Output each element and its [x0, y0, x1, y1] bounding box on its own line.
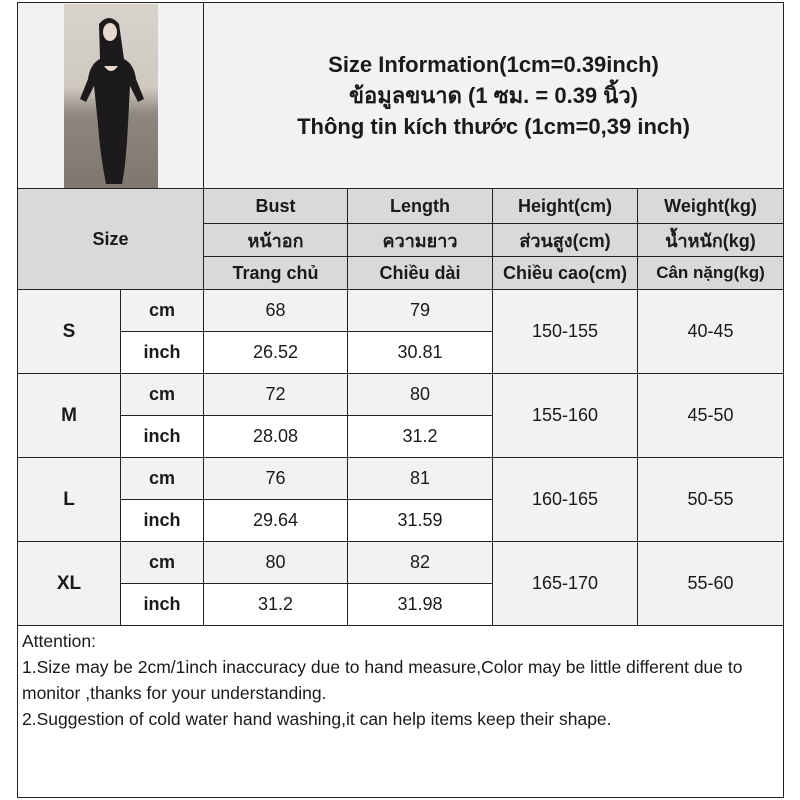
product-photo-cell: [17, 2, 204, 189]
size-label: L: [17, 457, 121, 542]
weight-range: 55-60: [637, 541, 784, 626]
header-height-th: ส่วนสูง(cm): [492, 223, 638, 257]
length-inch: 31.98: [347, 583, 493, 626]
header-weight-th: น้ำหนัก(kg): [637, 223, 784, 257]
title-vietnamese: Thông tin kích thước (1cm=0,39 inch): [297, 114, 690, 139]
unit-cm: cm: [120, 373, 204, 416]
unit-inch: inch: [120, 415, 204, 458]
bust-inch: 29.64: [203, 499, 348, 542]
height-range: 150-155: [492, 289, 638, 374]
unit-inch: inch: [120, 583, 204, 626]
length-inch: 31.59: [347, 499, 493, 542]
bust-inch: 31.2: [203, 583, 348, 626]
size-label: M: [17, 373, 121, 458]
table-row: L cm 76 81 160-165 50-55: [17, 457, 784, 542]
header-height-en: Height(cm): [492, 188, 638, 224]
table-row: inch 31.2 31.98: [18, 583, 784, 626]
table-row: inch 28.08 31.2: [18, 415, 784, 458]
header-length-th: ความยาว: [347, 223, 493, 257]
attention-notes: Attention: 1.Size may be 2cm/1inch inacc…: [17, 625, 784, 798]
weight-range: 45-50: [637, 373, 784, 458]
bust-inch: 28.08: [203, 415, 348, 458]
header-height-vi: Chiều cao(cm): [492, 256, 638, 290]
attention-heading: Attention:: [22, 631, 96, 651]
bust-inch: 26.52: [203, 331, 348, 374]
height-range: 160-165: [492, 457, 638, 542]
length-inch: 30.81: [347, 331, 493, 374]
unit-cm: cm: [120, 457, 204, 500]
bust-cm: 72: [203, 373, 348, 416]
length-cm: 79: [347, 289, 493, 332]
title-english: Size Information(1cm=0.39inch): [328, 52, 659, 77]
table-row: M cm 72 80 155-160 45-50: [17, 373, 784, 458]
header-weight-vi: Cân nặng(kg): [637, 256, 784, 290]
unit-inch: inch: [120, 331, 204, 374]
unit-cm: cm: [120, 541, 204, 584]
table-row: XL cm 80 82 165-170 55-60: [17, 541, 784, 626]
unit-cm: cm: [120, 289, 204, 332]
size-chart: Size Information(1cm=0.39inch) ข้อมูลขนา…: [17, 2, 784, 798]
size-header: Size: [17, 188, 204, 290]
header-length-en: Length: [347, 188, 493, 224]
header-bust-en: Bust: [203, 188, 348, 224]
product-photo: [63, 3, 158, 188]
length-cm: 80: [347, 373, 493, 416]
length-inch: 31.2: [347, 415, 493, 458]
title-thai: ข้อมูลขนาด (1 ซม. = 0.39 นิ้ว): [348, 83, 638, 108]
attention-note-1: 1.Size may be 2cm/1inch inaccuracy due t…: [22, 657, 743, 703]
weight-range: 50-55: [637, 457, 784, 542]
unit-inch: inch: [120, 499, 204, 542]
table-row: inch 29.64 31.59: [18, 499, 784, 542]
size-info-title: Size Information(1cm=0.39inch) ข้อมูลขนา…: [203, 2, 784, 189]
bust-cm: 80: [203, 541, 348, 584]
header-bust-vi: Trang chủ: [203, 256, 348, 290]
height-range: 165-170: [492, 541, 638, 626]
length-cm: 82: [347, 541, 493, 584]
size-label: S: [17, 289, 121, 374]
bust-cm: 76: [203, 457, 348, 500]
length-cm: 81: [347, 457, 493, 500]
header-length-vi: Chiều dài: [347, 256, 493, 290]
height-range: 155-160: [492, 373, 638, 458]
table-row: inch 26.52 30.81: [18, 331, 784, 374]
weight-range: 40-45: [637, 289, 784, 374]
header-bust-th: หน้าอก: [203, 223, 348, 257]
bust-cm: 68: [203, 289, 348, 332]
header-weight-en: Weight(kg): [637, 188, 784, 224]
attention-note-2: 2.Suggestion of cold water hand washing,…: [22, 709, 612, 729]
table-row: S cm 68 79 150-155 40-45: [17, 289, 784, 374]
size-label: XL: [17, 541, 121, 626]
